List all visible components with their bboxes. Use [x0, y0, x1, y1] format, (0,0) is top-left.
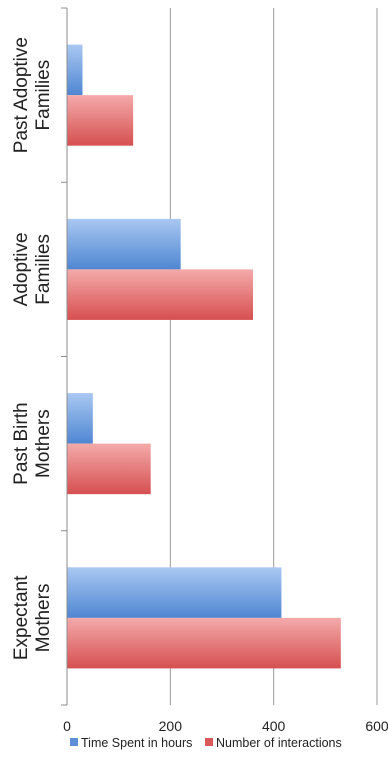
x-tick-label: 200	[159, 718, 183, 734]
x-tick-label: 400	[262, 718, 286, 734]
legend: Time Spent in hours Number of interaction…	[70, 736, 342, 750]
category-label: AdoptiveFamilies	[11, 232, 54, 306]
category-label-line: Adoptive	[11, 232, 32, 306]
bar-time-spent-in-hours-2	[67, 393, 93, 444]
x-tick-label: 600	[365, 718, 388, 734]
legend-label: Number of interactions	[216, 736, 342, 750]
category-label-line: Expectant	[11, 575, 32, 660]
category-label-line: Past Adoptive	[11, 37, 32, 153]
category-label: Past AdoptiveFamilies	[11, 37, 54, 153]
category-label-line: Mothers	[33, 584, 54, 653]
legend-swatch	[70, 738, 78, 746]
axes	[61, 7, 68, 706]
bar-time-spent-in-hours-1	[67, 218, 181, 270]
x-tick-label: 0	[63, 718, 71, 734]
category-label-line: Families	[33, 234, 54, 305]
bar-number-of-interactions-3	[67, 617, 341, 669]
category-label: Past BirthMothers	[11, 402, 54, 484]
bar-number-of-interactions-2	[67, 443, 151, 495]
bar-time-spent-in-hours-3	[67, 567, 282, 618]
legend-swatch	[205, 738, 213, 746]
category-label-line: Mothers	[33, 409, 54, 478]
bars	[67, 44, 341, 669]
bar-time-spent-in-hours-0	[67, 44, 83, 96]
category-label: ExpectantMothers	[11, 575, 54, 660]
bar-number-of-interactions-0	[67, 95, 134, 146]
category-label-line: Families	[33, 60, 54, 131]
legend-label: Time Spent in hours	[81, 736, 192, 750]
bar-number-of-interactions-1	[67, 269, 253, 320]
category-label-line: Past Birth	[11, 402, 32, 484]
